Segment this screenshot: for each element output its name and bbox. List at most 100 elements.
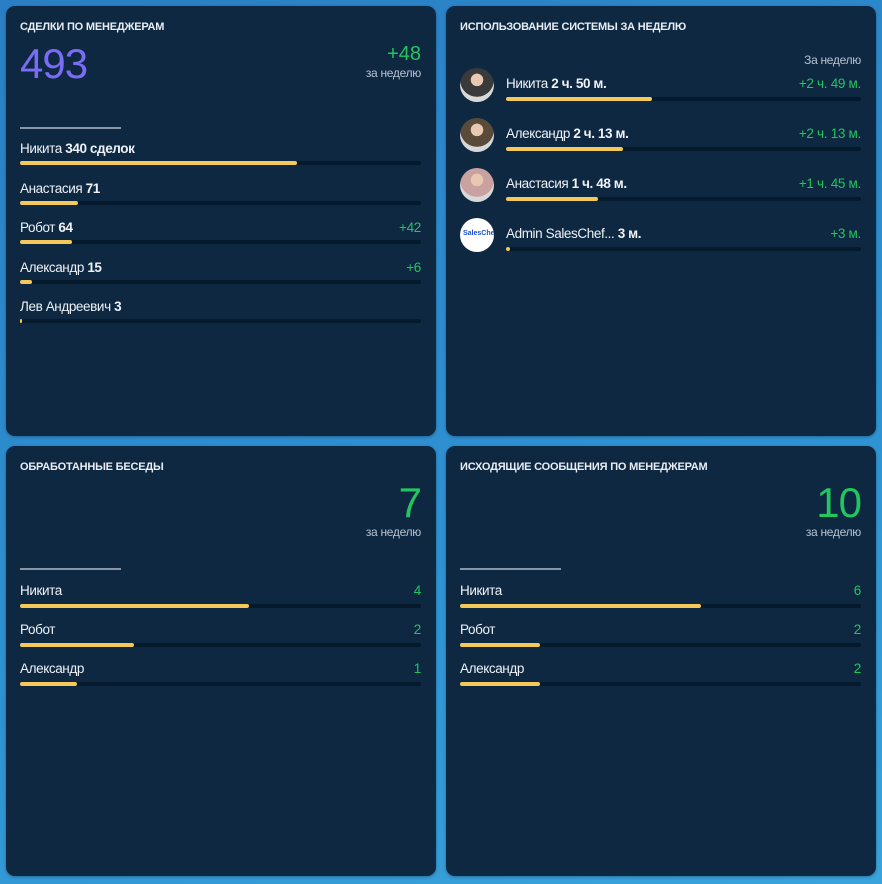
manager-value: 1 ч. 48 м. bbox=[571, 176, 628, 191]
progress-bar bbox=[20, 643, 421, 647]
deals-delta: +48 bbox=[387, 43, 421, 65]
row-label: Никита 340 сделок bbox=[20, 141, 135, 156]
row-label: Александр bbox=[460, 661, 524, 676]
deals-by-manager-card: СДЕЛКИ ПО МЕНЕДЖЕРАМ 493 +48 за неделю Н… bbox=[6, 6, 436, 436]
list-item: Александр 15 +6 bbox=[20, 260, 421, 290]
progress-fill bbox=[20, 240, 73, 244]
progress-bar bbox=[506, 147, 861, 151]
progress-bar bbox=[20, 240, 421, 244]
manager-name: Admin SalesChef... bbox=[506, 226, 615, 241]
outgoing-total: 10 bbox=[816, 479, 862, 526]
progress-bar bbox=[460, 604, 861, 608]
manager-name: Никита bbox=[20, 141, 62, 156]
manager-value: 3 bbox=[114, 299, 122, 314]
weekly-delta: +3 м. bbox=[830, 226, 861, 241]
weekly-delta: +2 ч. 49 м. bbox=[798, 76, 861, 91]
progress-fill bbox=[506, 197, 599, 201]
period-label: за неделю bbox=[805, 525, 861, 539]
progress-bar bbox=[20, 604, 421, 608]
progress-bar bbox=[460, 682, 861, 686]
progress-bar bbox=[506, 97, 861, 101]
row-label: Робот bbox=[20, 622, 55, 637]
progress-fill bbox=[20, 200, 79, 205]
divider bbox=[460, 568, 561, 570]
card-title: ИСХОДЯЩИЕ СООБЩЕНИЯ ПО МЕНЕДЖЕРАМ bbox=[460, 461, 708, 473]
row-label: Никита bbox=[460, 583, 502, 598]
manager-name: Анастасия bbox=[506, 176, 569, 191]
progress-bar bbox=[20, 682, 421, 686]
progress-fill bbox=[20, 279, 33, 284]
manager-value: 2 ч. 13 м. bbox=[573, 126, 629, 141]
list-item: Анастасия 1 ч. 48 м. +1 ч. 45 м. bbox=[506, 176, 861, 206]
manager-value: 340 сделок bbox=[65, 141, 135, 156]
card-title: ИСПОЛЬЗОВАНИЕ СИСТЕМЫ ЗА НЕДЕЛЮ bbox=[460, 21, 687, 33]
divider bbox=[20, 568, 121, 570]
row-label: Admin SalesChef... 3 м. bbox=[506, 226, 642, 241]
list-item: Никита 6 bbox=[460, 583, 861, 613]
progress-bar bbox=[20, 279, 421, 284]
deals-total: 493 bbox=[20, 40, 88, 87]
manager-name: Никита bbox=[506, 76, 548, 91]
row-label: Лев Андреевич 3 bbox=[20, 299, 122, 314]
row-label: Робот 64 bbox=[20, 220, 73, 235]
avatar bbox=[460, 118, 494, 152]
manager-value: 64 bbox=[58, 220, 73, 235]
row-label: Анастасия 71 bbox=[20, 181, 100, 196]
progress-fill bbox=[460, 682, 541, 686]
list-item: Робот 2 bbox=[460, 622, 861, 652]
conversations-total: 7 bbox=[398, 479, 422, 526]
weekly-delta: 2 bbox=[853, 622, 862, 637]
progress-bar bbox=[20, 161, 421, 165]
weekly-delta: 4 bbox=[413, 583, 422, 598]
list-item: Лев Андреевич 3 bbox=[20, 299, 421, 329]
list-item: Admin SalesChef... 3 м. +3 м. bbox=[506, 226, 861, 256]
manager-name: Александр bbox=[20, 259, 84, 275]
row-label: Робот bbox=[460, 622, 495, 637]
progress-fill bbox=[460, 604, 701, 608]
divider bbox=[20, 127, 121, 129]
manager-name: Никита bbox=[460, 583, 502, 598]
outgoing-messages-card: ИСХОДЯЩИЕ СООБЩЕНИЯ ПО МЕНЕДЖЕРАМ 10 за … bbox=[446, 446, 876, 876]
manager-name: Робот bbox=[20, 220, 56, 235]
period-label: за неделю bbox=[365, 525, 421, 539]
card-title: ОБРАБОТАННЫЕ БЕСЕДЫ bbox=[20, 461, 164, 473]
list-item: Никита 340 сделок bbox=[20, 141, 421, 171]
weekly-delta: +6 bbox=[406, 259, 421, 275]
progress-fill bbox=[20, 161, 297, 165]
card-title: СДЕЛКИ ПО МЕНЕДЖЕРАМ bbox=[20, 21, 165, 33]
system-usage-card: ИСПОЛЬЗОВАНИЕ СИСТЕМЫ ЗА НЕДЕЛЮ За недел… bbox=[446, 6, 876, 436]
manager-name: Александр bbox=[20, 661, 84, 676]
progress-bar bbox=[20, 319, 421, 323]
weekly-delta: +1 ч. 45 м. bbox=[798, 176, 861, 191]
list-item: Анастасия 71 bbox=[20, 181, 421, 211]
manager-name: Никита bbox=[20, 583, 62, 598]
progress-fill bbox=[506, 97, 652, 101]
progress-fill bbox=[506, 247, 510, 251]
avatar: SalesChef bbox=[460, 218, 494, 252]
manager-name: Робот bbox=[20, 622, 56, 637]
manager-value: 71 bbox=[85, 180, 101, 196]
list-item: Александр 2 bbox=[460, 661, 861, 691]
weekly-delta: 2 bbox=[413, 622, 422, 637]
avatar bbox=[460, 168, 494, 202]
manager-name: Лев Андреевич bbox=[20, 299, 111, 314]
progress-bar bbox=[506, 247, 861, 251]
progress-fill bbox=[20, 604, 249, 608]
weekly-delta: 2 bbox=[853, 661, 862, 676]
progress-bar bbox=[506, 197, 861, 201]
progress-fill bbox=[460, 643, 541, 647]
list-item: Никита 4 bbox=[20, 583, 421, 613]
row-label: Александр 2 ч. 13 м. bbox=[506, 126, 629, 141]
row-label: Александр bbox=[20, 661, 84, 676]
manager-value: 2 ч. 50 м. bbox=[551, 76, 607, 91]
weekly-delta: +42 bbox=[399, 220, 421, 235]
progress-bar bbox=[20, 200, 421, 205]
progress-bar bbox=[460, 643, 861, 647]
progress-fill bbox=[20, 682, 78, 686]
row-label: Никита bbox=[20, 583, 62, 598]
list-item: Робот 2 bbox=[20, 622, 421, 652]
manager-name: Александр bbox=[460, 661, 524, 676]
progress-fill bbox=[20, 319, 23, 323]
manager-value: 3 м. bbox=[617, 226, 642, 241]
list-item: Александр 2 ч. 13 м. +2 ч. 13 м. bbox=[506, 126, 861, 156]
